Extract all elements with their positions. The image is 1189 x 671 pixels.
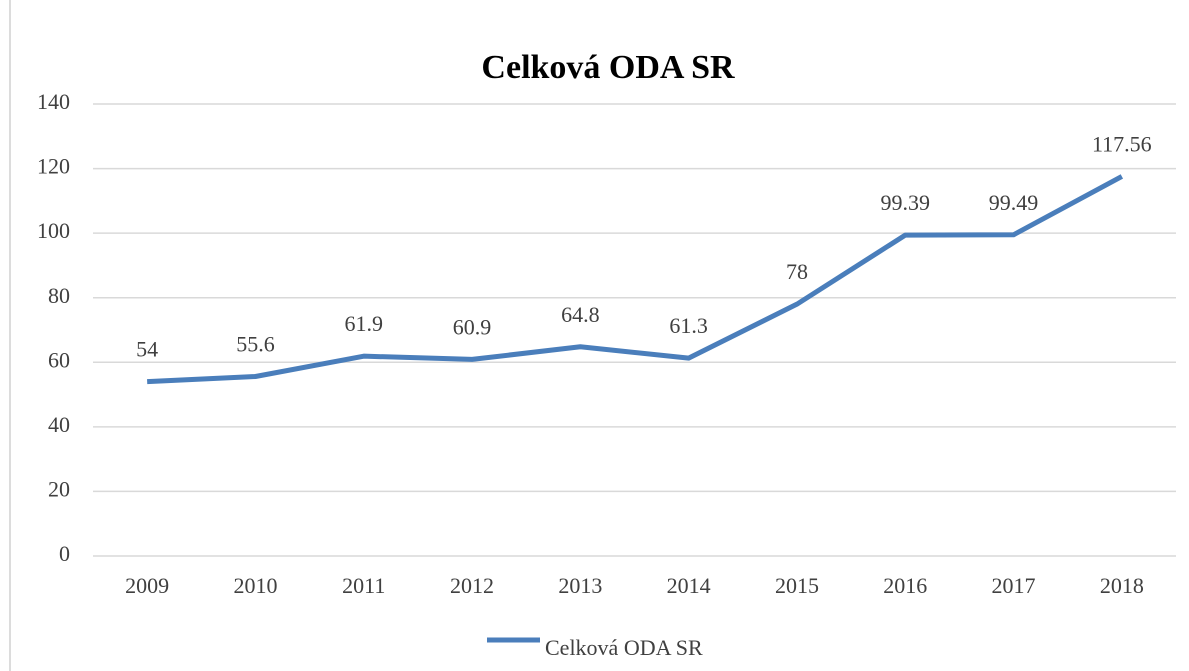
x-tick-label: 2017 bbox=[992, 573, 1036, 598]
y-tick-label: 100 bbox=[37, 218, 70, 243]
x-tick-label: 2013 bbox=[558, 573, 602, 598]
data-label: 78 bbox=[786, 259, 808, 284]
data-label: 55.6 bbox=[236, 332, 275, 357]
chart-title: Celková ODA SR bbox=[481, 49, 735, 86]
y-tick-label: 80 bbox=[48, 283, 70, 308]
y-tick-label: 60 bbox=[48, 347, 70, 372]
x-tick-label: 2010 bbox=[233, 573, 277, 598]
data-label: 60.9 bbox=[453, 314, 492, 339]
legend-label: Celková ODA SR bbox=[545, 635, 703, 660]
data-label: 54 bbox=[136, 337, 158, 362]
y-tick-label: 40 bbox=[48, 412, 70, 437]
x-tick-label: 2016 bbox=[883, 573, 927, 598]
data-label: 99.39 bbox=[881, 190, 931, 215]
data-label: 61.3 bbox=[669, 313, 708, 338]
data-label: 64.8 bbox=[561, 302, 600, 327]
x-tick-label: 2012 bbox=[450, 573, 494, 598]
data-label: 99.49 bbox=[989, 190, 1039, 215]
y-tick-label: 120 bbox=[37, 154, 70, 179]
data-label: 117.56 bbox=[1092, 131, 1152, 156]
y-tick-label: 0 bbox=[59, 541, 70, 566]
x-tick-label: 2018 bbox=[1100, 573, 1144, 598]
x-tick-label: 2014 bbox=[667, 573, 711, 598]
x-tick-label: 2015 bbox=[775, 573, 819, 598]
data-line bbox=[147, 174, 1124, 385]
data-label: 61.9 bbox=[345, 311, 384, 336]
y-tick-label: 140 bbox=[37, 89, 70, 114]
x-tick-label: 2009 bbox=[125, 573, 169, 598]
y-tick-label: 20 bbox=[48, 476, 70, 501]
x-tick-label: 2011 bbox=[342, 573, 385, 598]
